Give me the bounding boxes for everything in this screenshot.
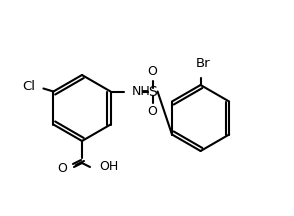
Text: NH: NH [132,85,150,98]
Text: Cl: Cl [22,80,35,93]
Text: OH: OH [99,160,118,173]
Text: O: O [148,65,158,78]
Text: O: O [57,162,67,175]
Text: S: S [148,84,157,98]
Text: O: O [148,105,158,118]
Text: Br: Br [195,57,210,70]
